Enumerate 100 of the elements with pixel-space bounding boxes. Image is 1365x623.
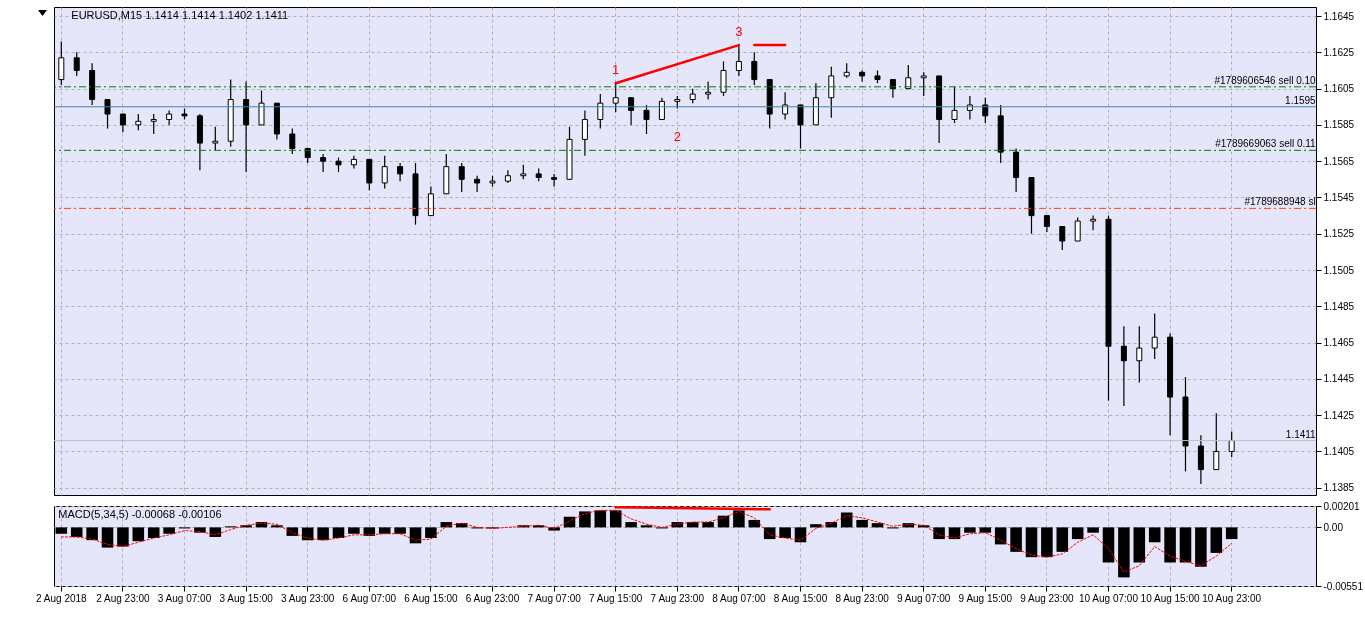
bar bbox=[964, 527, 976, 533]
bar bbox=[856, 519, 868, 528]
candlestick bbox=[119, 113, 126, 133]
bar bbox=[209, 527, 222, 537]
bar bbox=[363, 527, 376, 536]
y-tick-label: 1.1645 bbox=[1323, 10, 1355, 22]
bar bbox=[163, 527, 175, 534]
candlestick bbox=[612, 82, 619, 113]
x-tick-label: 7 Aug 07:00 bbox=[527, 592, 582, 604]
x-tick-label: 8 Aug 23:00 bbox=[835, 592, 890, 604]
candlestick bbox=[1228, 430, 1235, 458]
candlestick bbox=[1197, 434, 1204, 485]
bar bbox=[332, 527, 345, 539]
candlestick bbox=[58, 40, 65, 86]
x-tick-label: 2 Aug 2018 bbox=[36, 592, 88, 604]
bar bbox=[1056, 527, 1069, 552]
bar bbox=[70, 527, 83, 537]
line-series bbox=[60, 509, 1233, 573]
chart-title: EURUSD,M15 1.1414 1.1414 1.1402 1.1411 bbox=[71, 9, 289, 21]
bar bbox=[348, 527, 360, 534]
y-tick-label: 1.1425 bbox=[1323, 409, 1355, 421]
candlestick bbox=[720, 60, 727, 97]
candlestick bbox=[212, 126, 219, 151]
x-tick-label: 6 Aug 07:00 bbox=[342, 592, 397, 604]
bar bbox=[733, 510, 745, 528]
y-tick-label: 0.00201 bbox=[1323, 500, 1361, 512]
candlestick bbox=[751, 51, 758, 86]
bar bbox=[1164, 527, 1176, 563]
bar bbox=[394, 527, 406, 534]
annotation: 1 bbox=[612, 62, 620, 78]
candlestick bbox=[859, 69, 866, 82]
x-tick-label: 7 Aug 15:00 bbox=[589, 592, 643, 604]
candlestick bbox=[458, 162, 465, 193]
candlestick bbox=[381, 155, 388, 190]
y-tick-label: 1.1585 bbox=[1323, 119, 1355, 131]
candlestick bbox=[1151, 312, 1158, 360]
candlestick bbox=[474, 175, 481, 193]
candlestick bbox=[1074, 216, 1081, 242]
bar bbox=[425, 527, 437, 539]
bar bbox=[594, 510, 607, 528]
candlestick bbox=[551, 173, 558, 188]
candlestick bbox=[982, 97, 989, 124]
x-tick-label: 6 Aug 23:00 bbox=[465, 592, 520, 604]
x-tick-label: 9 Aug 07:00 bbox=[897, 592, 951, 604]
x-tick-label: 9 Aug 23:00 bbox=[1020, 592, 1075, 604]
bar bbox=[810, 524, 822, 528]
annotation: 3 bbox=[735, 24, 743, 40]
bar bbox=[1010, 527, 1022, 552]
x-tick-label: 10 Aug 07:00 bbox=[1079, 592, 1139, 604]
candlestick bbox=[1213, 412, 1220, 471]
bar bbox=[1210, 527, 1223, 553]
candlestick bbox=[951, 86, 958, 124]
candlestick bbox=[1136, 325, 1143, 384]
bar bbox=[301, 527, 314, 541]
bar bbox=[840, 512, 853, 528]
bar bbox=[1225, 527, 1238, 540]
y-tick-label: 1.1485 bbox=[1323, 300, 1355, 312]
candlestick bbox=[166, 109, 173, 126]
ref-line-label: 1.1595 bbox=[1285, 94, 1317, 106]
bar bbox=[1041, 527, 1053, 558]
bar bbox=[979, 527, 992, 533]
candlestick bbox=[705, 80, 712, 101]
bar bbox=[779, 527, 791, 539]
candlestick bbox=[397, 162, 404, 182]
bar bbox=[317, 527, 329, 541]
bar bbox=[147, 527, 160, 539]
x-tick-label: 6 Aug 15:00 bbox=[404, 592, 459, 604]
bar bbox=[579, 511, 591, 528]
x-tick-label: 8 Aug 07:00 bbox=[712, 592, 767, 604]
candlestick bbox=[150, 113, 157, 135]
candlestick bbox=[366, 158, 373, 191]
y-tick-label: 1.1385 bbox=[1323, 482, 1355, 494]
y-tick-label: 1.1565 bbox=[1323, 155, 1355, 167]
ref-line-label: #1789669063 sell 0.11 bbox=[1215, 138, 1317, 150]
y-tick-label: 1.1605 bbox=[1323, 83, 1355, 95]
x-tick-label: 8 Aug 15:00 bbox=[773, 592, 828, 604]
candlestick bbox=[1090, 215, 1097, 231]
y-tick-label: 1.1445 bbox=[1323, 373, 1355, 385]
bar bbox=[1148, 527, 1161, 543]
x-tick-label: 3 Aug 23:00 bbox=[281, 592, 335, 604]
candlestick bbox=[828, 66, 835, 119]
x-tick-label: 3 Aug 07:00 bbox=[157, 592, 212, 604]
candlestick bbox=[320, 153, 327, 173]
candlestick bbox=[658, 97, 665, 121]
candlestick bbox=[905, 64, 912, 90]
candlestick bbox=[889, 78, 896, 99]
bar bbox=[1071, 527, 1084, 540]
bar bbox=[702, 522, 714, 528]
y-tick-label: 1.1545 bbox=[1323, 191, 1355, 203]
y-tick-label: -0.00551 bbox=[1323, 580, 1364, 592]
bar bbox=[1025, 527, 1038, 558]
x-tick-label: 10 Aug 23:00 bbox=[1202, 592, 1262, 604]
candlestick bbox=[1059, 225, 1066, 251]
candlestick bbox=[797, 104, 804, 150]
y-tick-label: 1.1525 bbox=[1323, 228, 1355, 240]
bar bbox=[101, 527, 114, 548]
candlestick bbox=[258, 89, 265, 126]
candlestick bbox=[920, 71, 927, 97]
y-tick-label: 1.1625 bbox=[1323, 46, 1355, 58]
bar bbox=[117, 527, 129, 547]
